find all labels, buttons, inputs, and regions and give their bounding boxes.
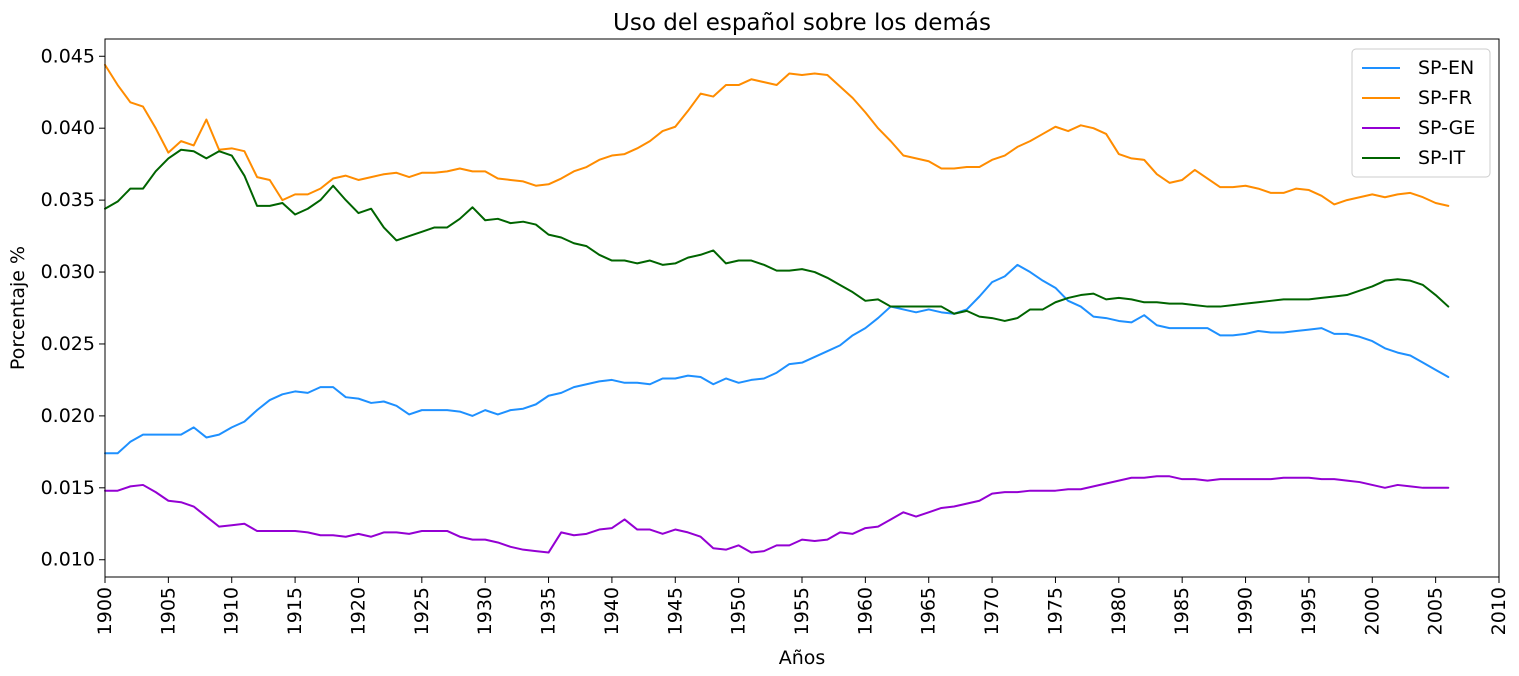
- x-tick-label: 1995: [1298, 587, 1320, 635]
- x-axis-title: Años: [779, 647, 826, 669]
- series-line-sp-fr: [104, 63, 1450, 207]
- legend-box: [1351, 48, 1491, 178]
- x-tick-label: 1970: [981, 587, 1003, 635]
- x-tick-label: 1910: [221, 587, 243, 635]
- y-tick-label: 0.020: [41, 405, 95, 427]
- x-tick-label: 1930: [474, 587, 496, 635]
- x-tick-label: 1900: [94, 587, 116, 635]
- legend: SP-EN SP-FR SP-GE SP-IT: [1351, 48, 1491, 178]
- x-tick-label: 1950: [728, 587, 750, 635]
- x-tick-label: 1925: [411, 587, 433, 635]
- x-tick-label: 1960: [854, 587, 876, 635]
- legend-label-sp-ge: SP-GE: [1418, 117, 1475, 139]
- x-tick-label: 2010: [1488, 587, 1510, 635]
- series-line-sp-en: [104, 263, 1450, 455]
- x-tick-label: 1985: [1171, 587, 1193, 635]
- y-tick-label: 0.025: [41, 333, 95, 355]
- y-axis-title: Porcentaje %: [7, 246, 29, 370]
- x-axis: 1900 1905 1910 1915 1920 1925 1930 1935 1940 1945…: [94, 577, 1510, 635]
- y-axis: 0.010 0.015 0.020 0.025 0.030 0.035 0.040 0.045: [41, 45, 105, 571]
- legend-label-sp-it: SP-IT: [1418, 147, 1466, 169]
- legend-label-sp-fr: SP-FR: [1418, 87, 1472, 109]
- y-tick-label: 0.015: [41, 477, 95, 499]
- y-tick-label: 0.045: [41, 45, 95, 67]
- x-tick-label: 2005: [1425, 587, 1447, 635]
- x-tick-label: 1975: [1044, 587, 1066, 635]
- y-tick-label: 0.010: [41, 549, 95, 571]
- series-line-sp-ge: [104, 475, 1450, 554]
- x-tick-label: 1980: [1108, 587, 1130, 635]
- x-tick-label: 1940: [601, 587, 623, 635]
- plot-frame: [104, 38, 1500, 578]
- y-tick-label: 0.040: [41, 117, 95, 139]
- x-tick-label: 1915: [284, 587, 306, 635]
- y-tick-label: 0.030: [41, 261, 95, 283]
- x-tick-label: 1935: [538, 587, 560, 635]
- x-tick-label: 1990: [1235, 587, 1257, 635]
- chart-title: Uso del español sobre los demás: [613, 10, 991, 36]
- series-line-sp-it: [104, 148, 1450, 322]
- x-tick-label: 1965: [918, 587, 940, 635]
- plot-area: [104, 63, 1450, 554]
- x-tick-label: 1955: [791, 587, 813, 635]
- x-tick-label: 1945: [664, 587, 686, 635]
- x-tick-label: 1905: [157, 587, 179, 635]
- y-tick-label: 0.035: [41, 189, 95, 211]
- x-tick-label: 2000: [1361, 587, 1383, 635]
- legend-label-sp-en: SP-EN: [1418, 57, 1474, 79]
- x-tick-label: 1920: [347, 587, 369, 635]
